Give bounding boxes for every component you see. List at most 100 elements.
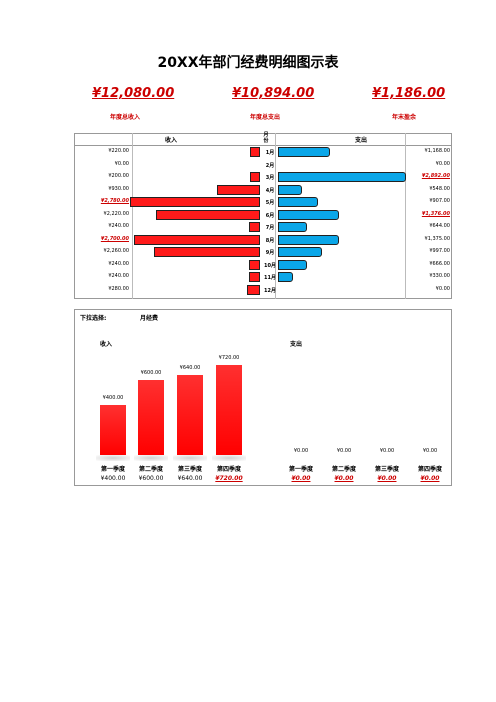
expense-bar xyxy=(278,147,330,157)
income-quarter-bar-label: ¥600.00 xyxy=(140,370,162,376)
expense-quarter-amount: ¥0.00 xyxy=(377,475,397,482)
expense-bar xyxy=(278,209,339,220)
income-quarter-bar xyxy=(216,365,242,455)
expense-bar xyxy=(278,272,293,282)
month-label: 9月 xyxy=(265,250,275,256)
expense-value: ¥548.00 xyxy=(429,185,450,192)
expense-quarter-bar-label: ¥0.00 xyxy=(379,448,395,454)
month-label: 11月 xyxy=(264,275,276,281)
total-income-label: 年度总收入 xyxy=(110,114,141,121)
expense-value: ¥1,168.00 xyxy=(424,148,450,154)
expense-value: ¥2,892.00 xyxy=(421,173,450,179)
quarter-chart: ¥400.00 第一季度 ¥400.00 ¥600.00 第二季度 ¥600.00 ¥640… xyxy=(74,309,452,486)
monthly-rows: ¥220.00 1月 ¥1,168.00 ¥0.00 2月 ¥0.00 ¥200.00 3月 ¥… xyxy=(74,146,452,296)
monthly-table xyxy=(74,133,452,299)
income-bar xyxy=(248,259,260,270)
month-label: 7月 xyxy=(265,225,275,231)
expense-value: ¥0.00 xyxy=(435,160,450,167)
income-quarter-bar xyxy=(138,380,164,455)
expense-value: ¥997.00 xyxy=(429,248,450,254)
income-bar xyxy=(246,284,260,295)
page-title: 20XX年部门经费明细图示表 xyxy=(157,55,339,71)
divider xyxy=(132,133,133,299)
monthly-header-row xyxy=(74,133,452,146)
income-quarter-bar-label: ¥400.00 xyxy=(102,395,124,401)
month-label: 12月 xyxy=(264,287,276,294)
total-expense-label: 年度总支出 xyxy=(250,114,281,121)
expense-quarter-bar-label: ¥0.00 xyxy=(293,448,309,454)
income-quarter-label: 第一季度 xyxy=(100,466,125,473)
expense-bar xyxy=(278,197,319,207)
income-quarter-bar xyxy=(177,375,203,455)
bar-shadow xyxy=(212,455,246,461)
month-label: 1月 xyxy=(265,150,275,156)
income-value: ¥2,220.00 xyxy=(103,210,129,217)
income-value: ¥240.00 xyxy=(108,273,129,279)
income-value: ¥930.00 xyxy=(108,185,129,192)
expense-quarter-bar-label: ¥0.00 xyxy=(336,448,352,454)
month-label: 6月 xyxy=(265,212,275,219)
month-label: 5月 xyxy=(265,200,275,206)
income-bar xyxy=(156,209,260,220)
bar-shadow xyxy=(173,455,207,461)
divider xyxy=(405,133,406,299)
total-income-value: ¥12,080.00 xyxy=(92,86,175,101)
total-expense-value: ¥10,894.00 xyxy=(232,86,315,101)
income-quarter-amount: ¥400.00 xyxy=(100,475,126,482)
income-quarter-label: 第三季度 xyxy=(177,466,202,473)
quarter-panel xyxy=(74,309,452,486)
expense-quarter-amount: ¥0.00 xyxy=(291,475,311,482)
income-value: ¥0.00 xyxy=(114,160,129,167)
expense-value: ¥0.00 xyxy=(435,285,450,292)
income-bar xyxy=(154,247,260,257)
month-label: 2月 xyxy=(265,162,275,169)
expense-value: ¥666.00 xyxy=(429,260,450,267)
expense-bar xyxy=(278,259,308,270)
expense-quarter-bar-label: ¥0.00 xyxy=(422,448,438,454)
expense-quarter-amount: ¥0.00 xyxy=(420,475,440,482)
quarter-expense-label: 支出 xyxy=(290,341,303,348)
income-value: ¥240.00 xyxy=(108,223,129,229)
expense-bar xyxy=(278,247,323,257)
expense-value: ¥644.00 xyxy=(429,223,450,229)
expense-quarter-label: 第一季度 xyxy=(288,466,313,473)
month-label: 4月 xyxy=(265,187,275,194)
income-value: ¥200.00 xyxy=(108,173,129,179)
expense-value: ¥1,376.00 xyxy=(421,210,450,217)
expense-value: ¥330.00 xyxy=(429,273,450,279)
period-select[interactable]: 月经费 xyxy=(140,315,159,322)
bar-shadow xyxy=(96,455,130,461)
income-value: ¥2,700.00 xyxy=(100,235,129,242)
income-bar xyxy=(130,197,260,207)
income-quarter-label: 第二季度 xyxy=(138,466,163,473)
income-bar xyxy=(248,222,260,232)
income-value: ¥280.00 xyxy=(108,285,129,292)
month-label: 10月 xyxy=(264,262,276,269)
month-label: 3月 xyxy=(265,175,275,181)
expense-bar xyxy=(278,184,303,195)
income-bar xyxy=(133,234,260,245)
income-bar xyxy=(248,272,260,282)
income-value: ¥2,780.00 xyxy=(100,198,129,204)
expense-bar xyxy=(278,172,406,182)
expense-bar xyxy=(278,222,307,232)
month-header: 月份 xyxy=(263,132,269,144)
income-bar xyxy=(250,172,260,182)
year-end-surplus-value: ¥1,186.00 xyxy=(372,86,446,101)
expense-value: ¥907.00 xyxy=(429,198,450,204)
expense-quarter-label: 第三季度 xyxy=(374,466,399,473)
expense-bar xyxy=(278,234,339,245)
income-quarter-bar-label: ¥640.00 xyxy=(179,365,201,371)
income-quarter-label: 第四季度 xyxy=(216,466,241,473)
income-bar xyxy=(216,184,260,195)
income-value: ¥2,260.00 xyxy=(103,248,129,254)
income-value: ¥240.00 xyxy=(108,260,129,267)
expense-value: ¥1,375.00 xyxy=(424,235,450,242)
quarter-income-label: 收入 xyxy=(100,341,113,348)
income-quarter-amount: ¥720.00 xyxy=(215,475,243,482)
income-quarter-bar-label: ¥720.00 xyxy=(218,355,240,361)
bar-shadow xyxy=(134,455,168,461)
month-label: 8月 xyxy=(265,237,275,244)
expense-quarter-amount: ¥0.00 xyxy=(334,475,354,482)
income-header: 收入 xyxy=(165,137,178,144)
